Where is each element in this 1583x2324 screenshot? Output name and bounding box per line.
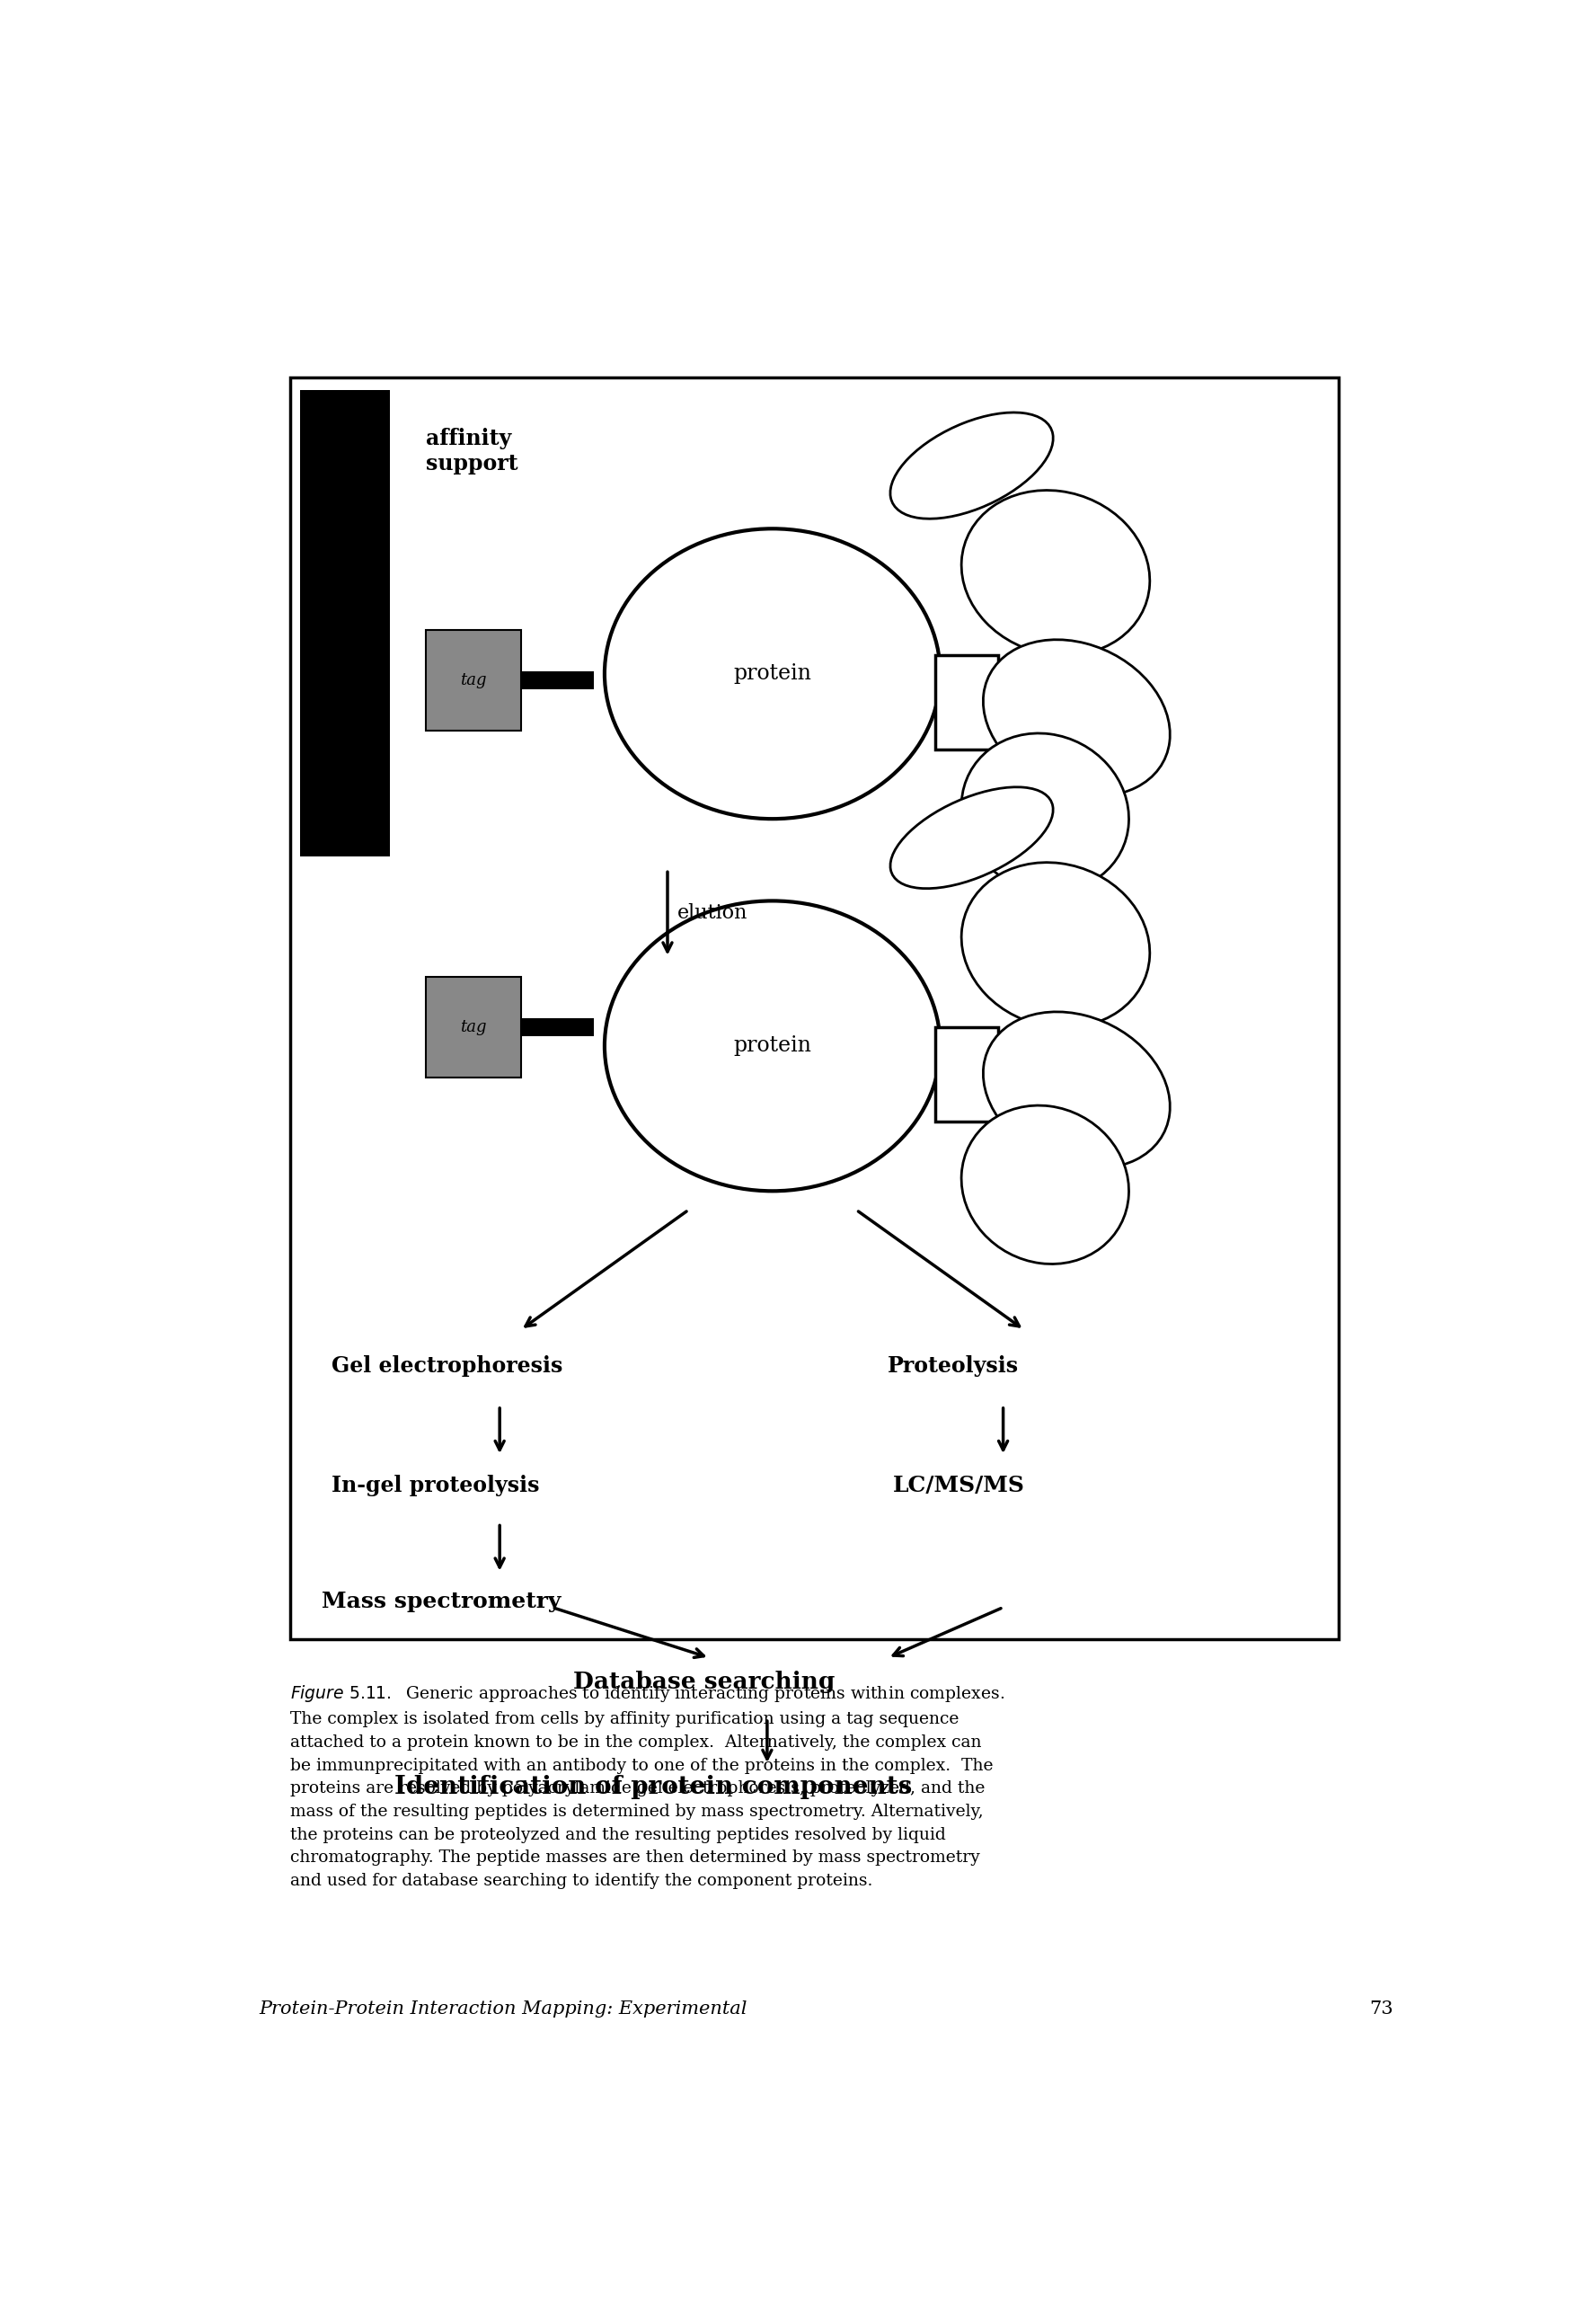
Text: elution: elution [678, 904, 747, 923]
Text: Gel electrophoresis: Gel electrophoresis [332, 1355, 564, 1376]
Text: $\it{Figure\ 5.11.}$  Generic approaches to identify interacting proteins within: $\it{Figure\ 5.11.}$ Generic approaches … [290, 1683, 1004, 1889]
Bar [301, 390, 389, 858]
Text: tag: tag [461, 672, 486, 688]
Text: 73: 73 [1369, 2001, 1393, 2017]
Text: Identification of protein components: Identification of protein components [394, 1776, 912, 1799]
Text: Proteolysis: Proteolysis [888, 1355, 1019, 1376]
Bar [426, 630, 521, 730]
Text: LC/MS/MS: LC/MS/MS [893, 1476, 1024, 1497]
Bar [290, 376, 1339, 1638]
Bar [426, 976, 521, 1078]
Ellipse shape [890, 788, 1053, 888]
Text: Mass spectrometry: Mass spectrometry [321, 1592, 560, 1613]
Bar [936, 655, 997, 748]
Text: protein: protein [733, 1037, 812, 1057]
Bar [521, 1018, 594, 1037]
Text: Database searching: Database searching [573, 1671, 834, 1692]
Bar [936, 1027, 997, 1122]
Ellipse shape [961, 1106, 1129, 1264]
Text: Protein-Protein Interaction Mapping: Experimental: Protein-Protein Interaction Mapping: Exp… [260, 2001, 747, 2017]
Ellipse shape [961, 862, 1149, 1027]
Ellipse shape [983, 639, 1170, 797]
Ellipse shape [605, 902, 940, 1190]
Text: tag: tag [461, 1018, 486, 1034]
Ellipse shape [961, 734, 1129, 892]
Text: affinity
support: affinity support [426, 428, 518, 474]
Ellipse shape [983, 1011, 1170, 1169]
Bar [521, 672, 594, 688]
Text: protein: protein [733, 662, 812, 683]
Ellipse shape [605, 528, 940, 818]
Text: In-gel proteolysis: In-gel proteolysis [332, 1476, 540, 1497]
Ellipse shape [961, 490, 1149, 655]
Ellipse shape [890, 411, 1053, 518]
